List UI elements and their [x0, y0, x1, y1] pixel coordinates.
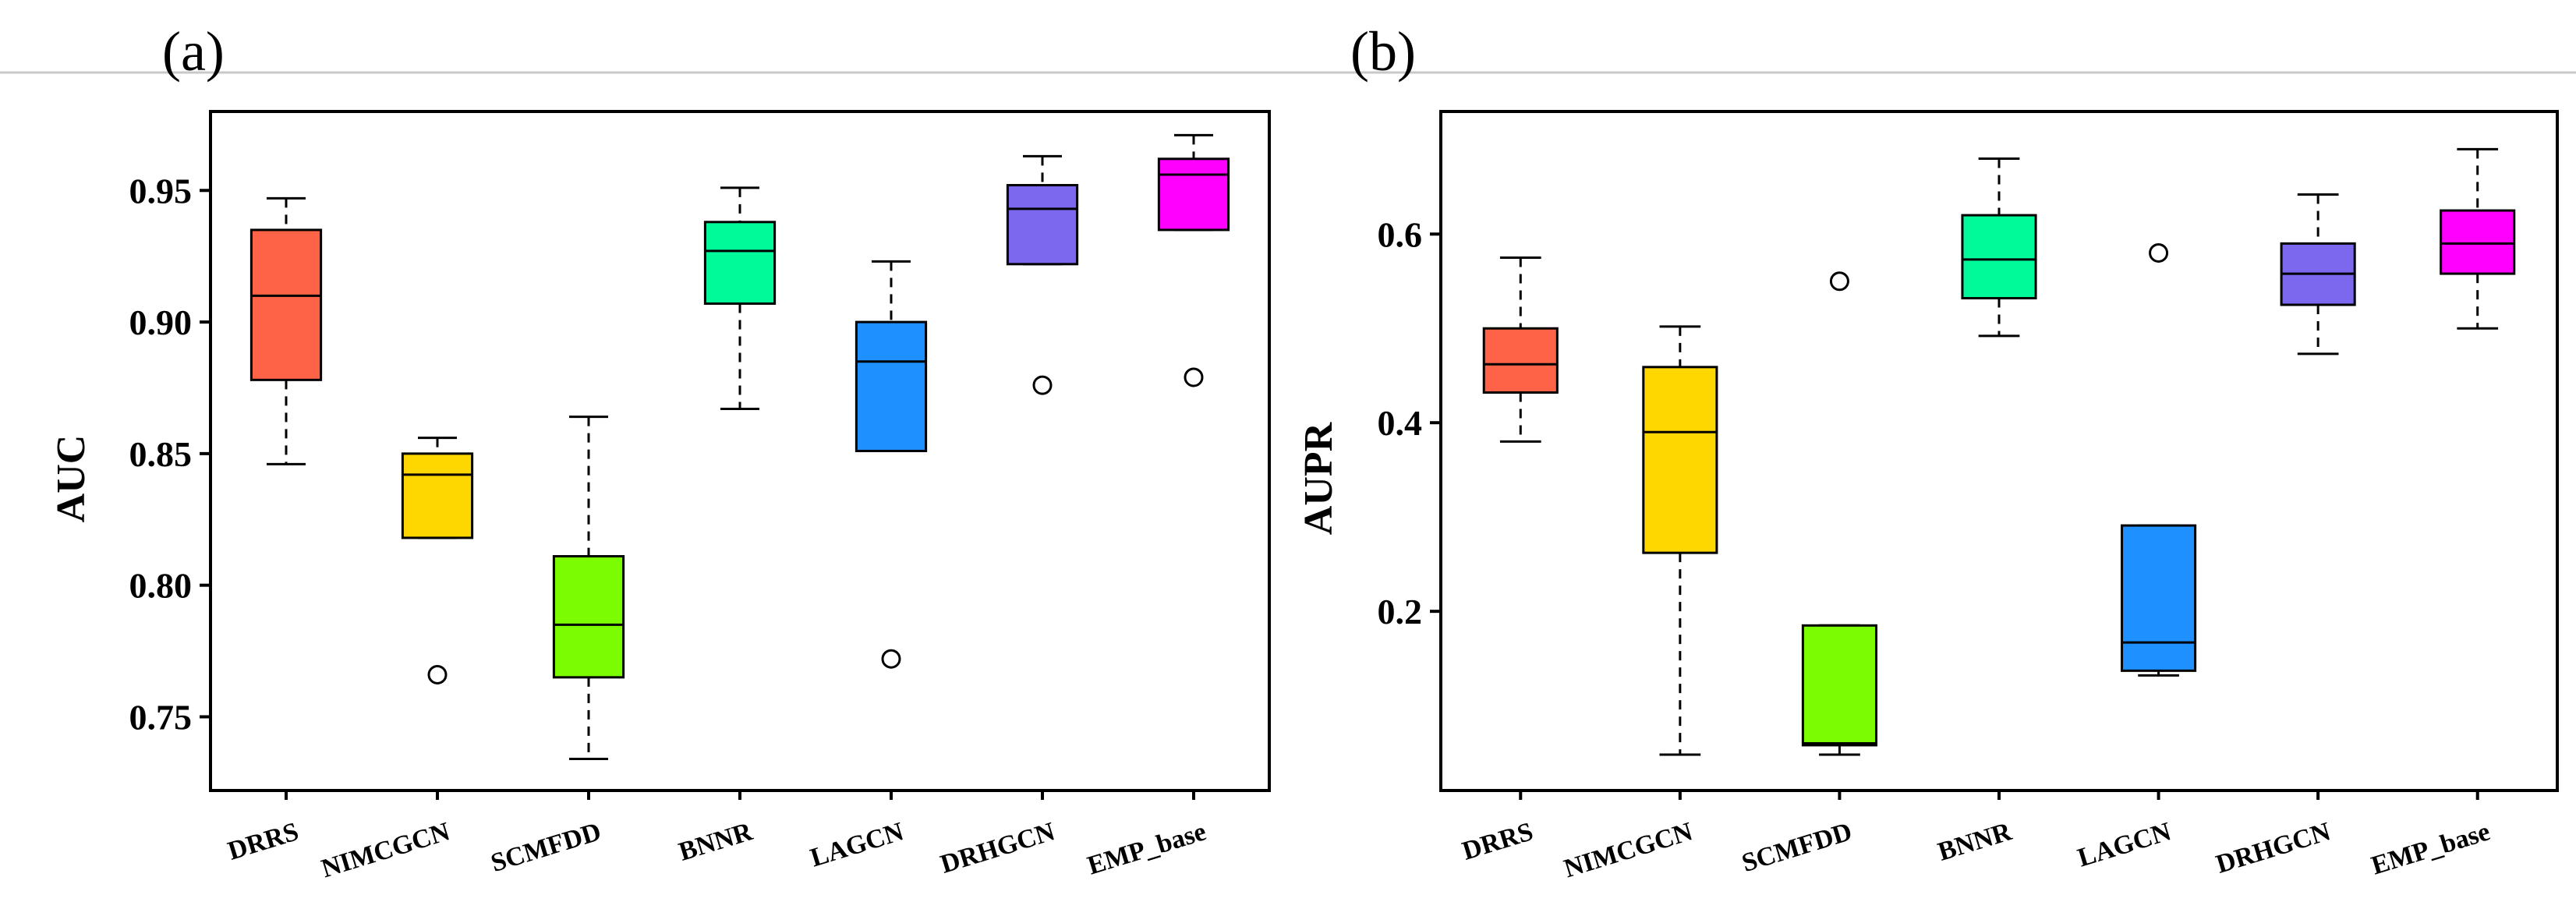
- box-body: [1801, 624, 1877, 747]
- box-b-nimcgcn: [1642, 325, 1718, 756]
- box-body: [552, 555, 625, 679]
- box-body: [1006, 184, 1079, 266]
- box-a-bnnr: [703, 186, 777, 410]
- box-body: [855, 320, 928, 452]
- box-a-nimcgcn: [401, 437, 474, 684]
- y-tick-label-a-3: 0.90: [129, 302, 193, 342]
- chart-panel-b: (b) AUPR 0.2 0.4 0.6 DRRS NIMCGCN SCMFDD BNNR L…: [1297, 20, 2559, 883]
- x-category-label-b-3: BNNR: [1934, 817, 2015, 867]
- x-category-label-b-0: DRRS: [1459, 817, 1536, 865]
- y-axis-label-a: AUC: [49, 435, 94, 523]
- box-a-scmfdd: [552, 416, 625, 760]
- x-category-label-b-2: SCMFDD: [1739, 817, 1856, 878]
- outlier-point-0: [881, 649, 901, 669]
- box-body: [2440, 209, 2516, 275]
- x-category-label-a-4: LAGCN: [807, 817, 908, 872]
- box-body: [2121, 524, 2197, 672]
- y-tick-label-b-2: 0.6: [1378, 214, 1423, 254]
- box-b-drrs: [1482, 256, 1559, 443]
- y-axis-label-text-a: AUC: [49, 435, 94, 523]
- box-body: [401, 452, 474, 539]
- box-a-emp_base: [1157, 133, 1230, 387]
- y-axis-label-b: AUPR: [1297, 421, 1341, 535]
- box-body: [1642, 366, 1718, 554]
- chart-panel-a: (a) AUC 0.75 0.80 0.85 0.90 0.95 DRRS NIMCGCN S…: [49, 20, 1271, 883]
- x-category-label-a-6: EMP_base: [1085, 817, 1210, 880]
- x-category-label-b-6: EMP_base: [2368, 817, 2493, 880]
- outlier-point-0: [1829, 271, 1849, 292]
- x-category-label-a-5: DRHGCN: [937, 817, 1059, 879]
- box-b-bnnr: [1961, 157, 2037, 338]
- panel-label-b: (b): [1350, 20, 1416, 83]
- box-body: [249, 228, 323, 381]
- box-body: [1482, 327, 1559, 394]
- x-category-label-b-4: LAGCN: [2075, 817, 2175, 872]
- y-tick-label-a-2: 0.85: [129, 434, 193, 474]
- box-a-lagcn: [855, 260, 928, 669]
- x-category-label-a-2: SCMFDD: [487, 817, 604, 878]
- y-tick-label-a-1: 0.80: [129, 566, 193, 606]
- x-category-label-a-0: DRRS: [225, 817, 302, 865]
- box-b-scmfdd: [1801, 271, 1877, 756]
- box-body: [703, 221, 777, 305]
- y-tick-label-a-4: 0.95: [129, 171, 193, 210]
- box-a-drrs: [249, 196, 323, 465]
- y-tick-label-a-0: 0.75: [129, 697, 193, 737]
- box-body: [1157, 157, 1230, 232]
- x-category-label-b-1: NIMCGCN: [1561, 817, 1697, 883]
- panel-label-a: (a): [162, 20, 225, 83]
- y-axis-label-text-b: AUPR: [1297, 421, 1341, 535]
- x-category-label-b-5: DRHGCN: [2213, 817, 2334, 879]
- x-category-label-a-3: BNNR: [675, 817, 755, 867]
- outlier-point-0: [1184, 367, 1204, 387]
- y-tick-label-b-1: 0.4: [1378, 403, 1423, 443]
- outlier-point-0: [1032, 375, 1053, 395]
- box-body: [1961, 214, 2037, 300]
- outlier-point-0: [2149, 242, 2169, 263]
- x-category-label-a-1: NIMCGCN: [318, 817, 454, 883]
- box-b-emp_base: [2440, 147, 2516, 330]
- box-b-lagcn: [2121, 242, 2197, 677]
- outlier-point-0: [427, 664, 448, 684]
- y-tick-label-b-0: 0.2: [1378, 592, 1423, 631]
- box-a-drhgcn: [1006, 154, 1079, 395]
- box-b-drhgcn: [2280, 193, 2356, 355]
